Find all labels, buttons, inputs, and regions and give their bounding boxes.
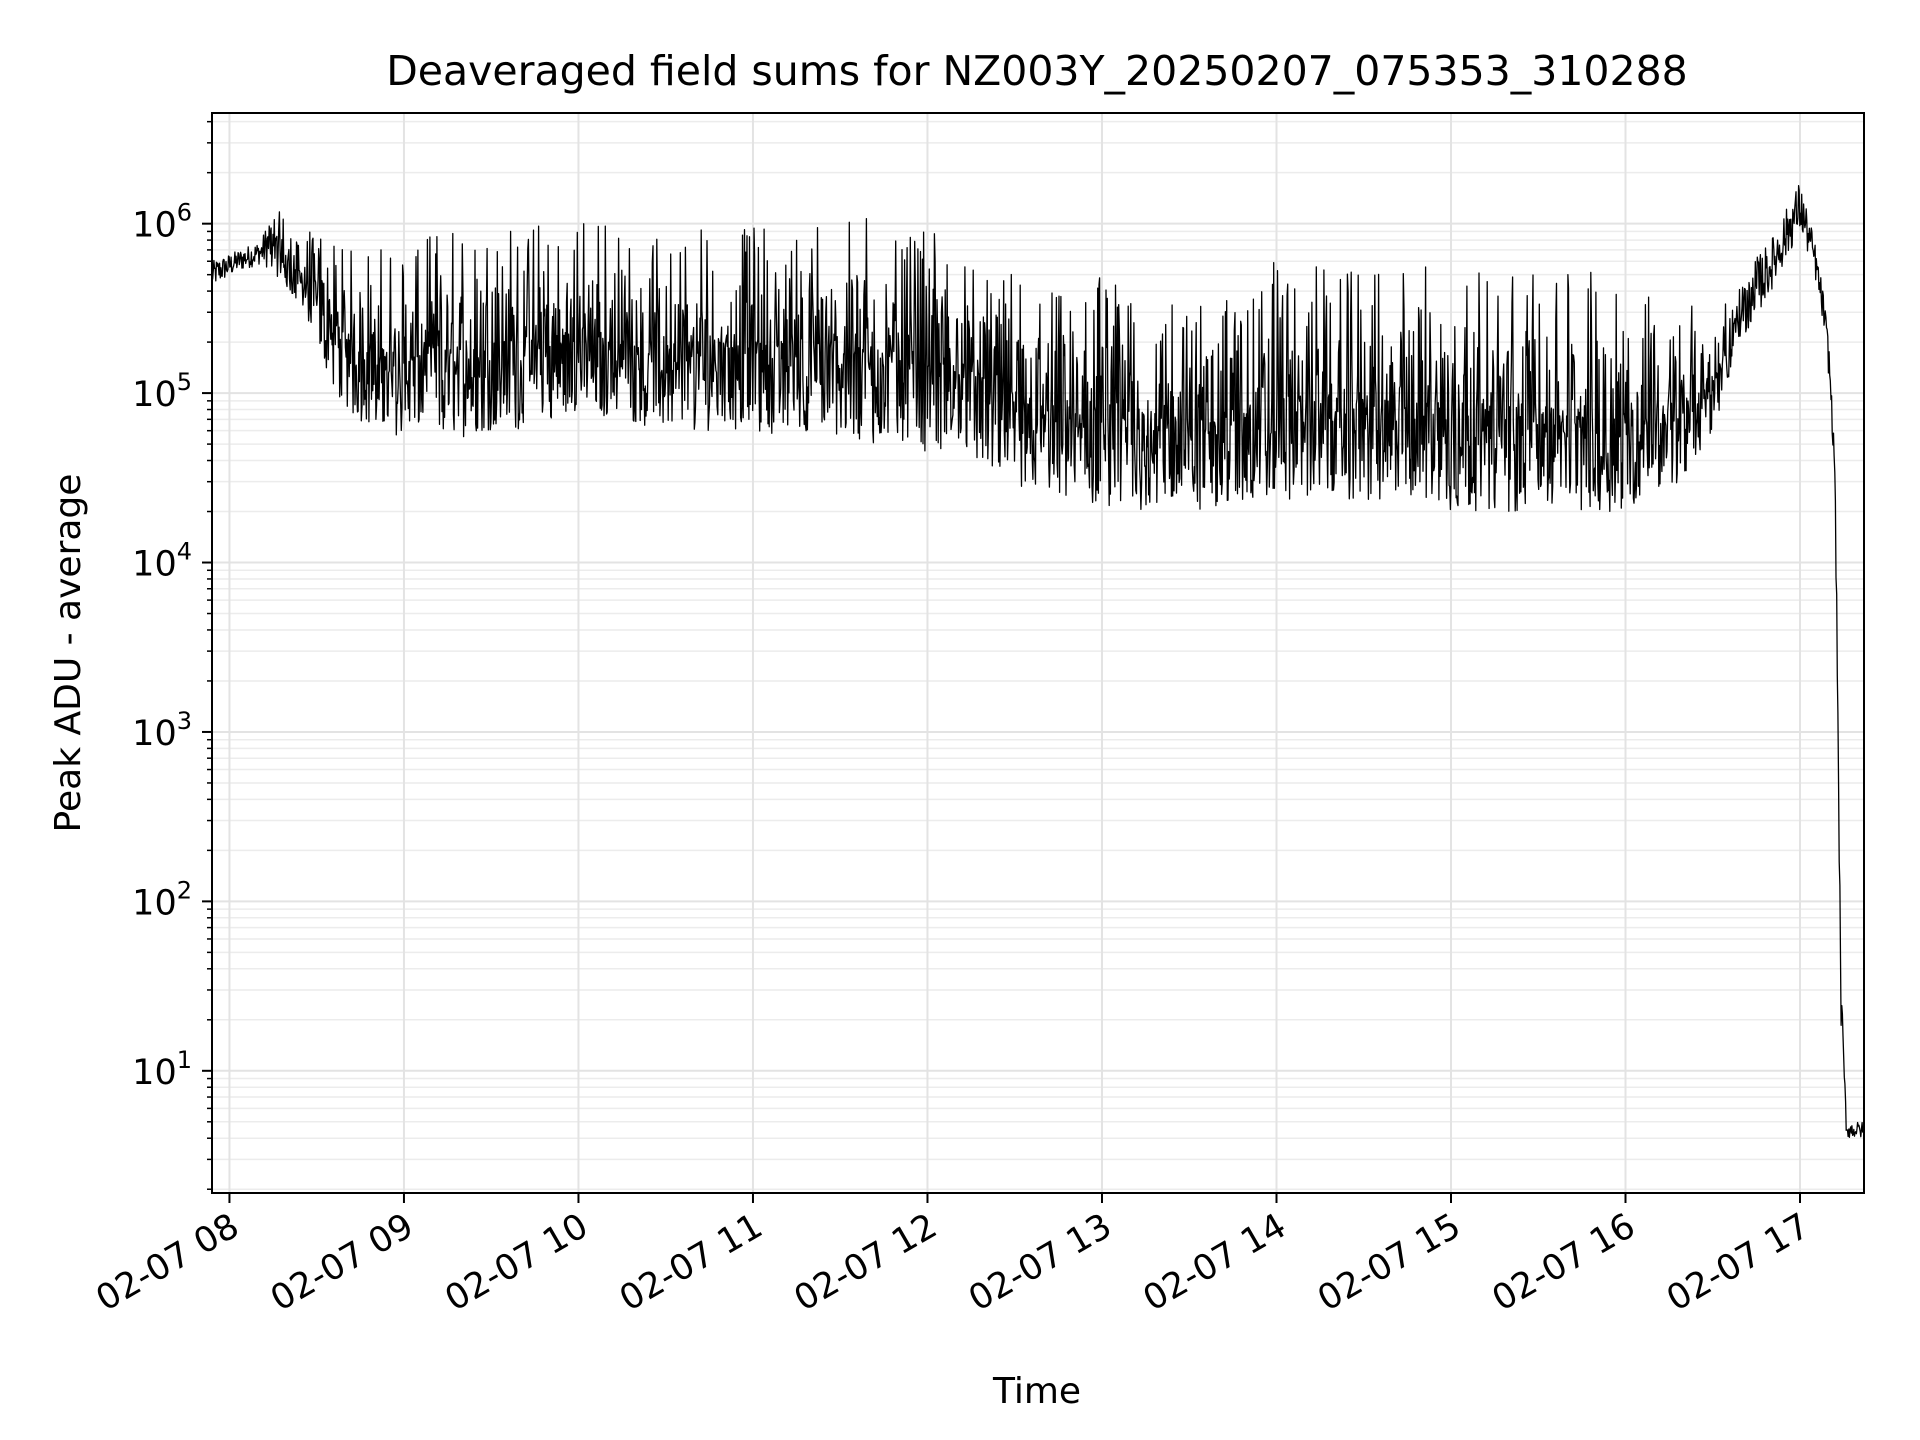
x-axis: 02-07 08 02-07 09 02-07 10 02-07 11 02-07 12…: [90, 1193, 1817, 1319]
x-tick-label: 02-07 15: [1311, 1206, 1467, 1319]
x-tick-label: 02-07 10: [439, 1206, 595, 1319]
x-axis-label: Time: [992, 1371, 1081, 1412]
y-tick-label: 106: [132, 199, 192, 246]
y-tick-label: 105: [132, 368, 192, 415]
grid-minor: [212, 120, 1864, 1190]
x-tick-label: 02-07 09: [264, 1206, 420, 1319]
series-line: [211, 184, 1865, 1138]
y-axis: 101 102 103 104 105 106: [132, 120, 212, 1190]
y-tick-label: 102: [132, 876, 192, 923]
x-tick-label: 02-07 14: [1137, 1206, 1293, 1319]
y-tick-label: 103: [132, 707, 192, 754]
y-tick-label: 104: [132, 538, 192, 585]
y-axis-label: Peak ADU - average: [48, 474, 89, 833]
x-tick-label: 02-07 12: [788, 1206, 944, 1319]
plot-frame: [211, 112, 1865, 1194]
x-tick-label: 02-07 17: [1660, 1206, 1816, 1319]
chart-title: Deaveraged field sums for NZ003Y_2025020…: [386, 47, 1688, 95]
x-tick-label: 02-07 11: [613, 1206, 769, 1319]
x-tick-label: 02-07 08: [90, 1206, 246, 1319]
y-tick-label: 101: [132, 1046, 192, 1093]
x-tick-label: 02-07 13: [962, 1206, 1118, 1319]
series-layer: [211, 184, 1865, 1138]
x-tick-label: 02-07 16: [1486, 1206, 1642, 1319]
